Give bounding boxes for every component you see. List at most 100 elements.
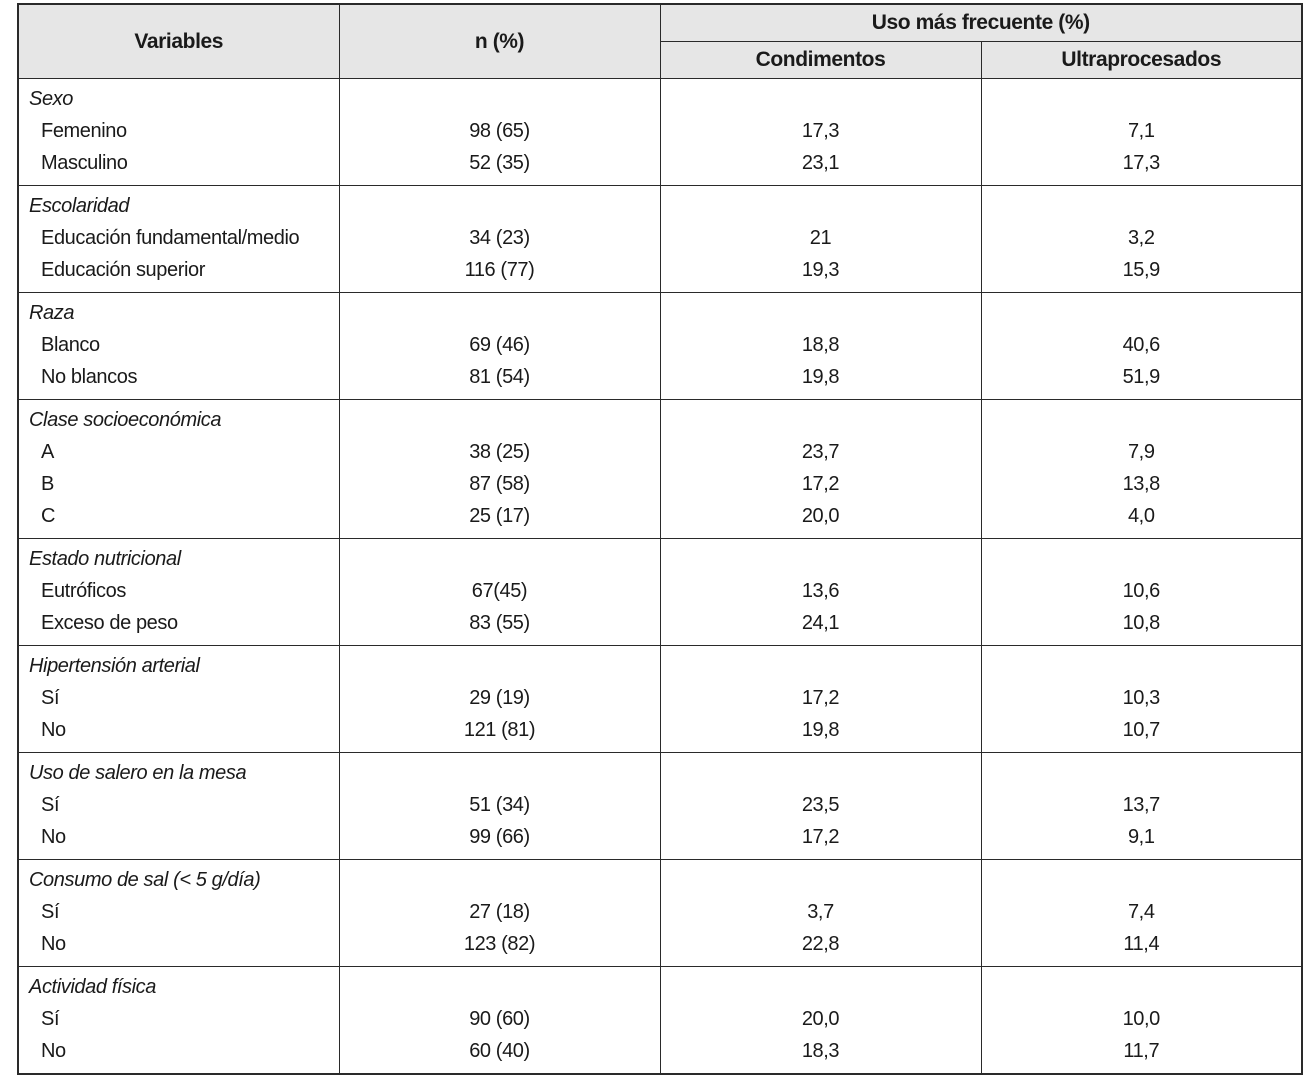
spacer — [982, 864, 1302, 896]
spacer — [340, 190, 660, 222]
cell: 40,6 51,9 — [980, 292, 1303, 400]
cell-value: 10,8 — [1122, 612, 1161, 634]
group-row: Actividad física Sí No 90 (60) 60 (40) 20,0 18… — [17, 966, 1303, 1074]
spacer — [661, 190, 981, 222]
group-row: Raza Blanco No blancos 69 (46) 81 (54) 18,8 19… — [17, 292, 1303, 400]
cell-value: 19,8 — [801, 366, 840, 388]
cell: 3,7 22,8 — [659, 859, 982, 967]
cell-value: 10,3 — [1122, 687, 1161, 709]
cell: Raza Blanco No blancos — [17, 292, 340, 400]
row-label: No blancos — [41, 366, 138, 388]
row-label: No — [41, 719, 66, 741]
row-label: B — [41, 473, 54, 495]
group-title: Hipertensión arterial — [29, 655, 200, 677]
cell-value: 10,6 — [1122, 580, 1161, 602]
cell-value: 18,3 — [801, 1040, 840, 1062]
row-label: A — [41, 441, 54, 463]
cell: 38 (25) 87 (58) 25 (17) — [338, 399, 661, 539]
cell-value: 38 (25) — [469, 441, 530, 463]
spacer — [661, 543, 981, 575]
cell-value: 51 (34) — [469, 794, 530, 816]
cell-value: 51,9 — [1122, 366, 1161, 388]
cell-value: 40,6 — [1122, 334, 1161, 356]
group-row: Escolaridad Educación fundamental/medio Ed… — [17, 185, 1303, 293]
group-title: Sexo — [29, 88, 73, 110]
spacer — [982, 297, 1302, 329]
group-title: Raza — [29, 302, 75, 324]
spacer — [661, 297, 981, 329]
row-label: Educación superior — [41, 259, 206, 281]
group-row: Uso de salero en la mesa Sí No 51 (34) 99 (6… — [17, 752, 1303, 860]
group-title: Consumo de sal (< 5 g/día) — [29, 869, 261, 891]
cell: 67(45) 83 (55) — [338, 538, 661, 646]
group-row: Consumo de sal (< 5 g/día) Sí No 27 (18) 123… — [17, 859, 1303, 967]
cell-value: 3,2 — [1127, 227, 1155, 249]
cell-value: 4,0 — [1127, 505, 1155, 527]
cell-value: 17,3 — [1122, 152, 1161, 174]
cell: 90 (60) 60 (40) — [338, 966, 661, 1074]
cell-value: 11,7 — [1123, 1040, 1160, 1062]
cell-value: 87 (58) — [469, 473, 530, 495]
spacer — [661, 404, 981, 436]
cell-value: 18,8 — [801, 334, 840, 356]
spacer — [982, 971, 1302, 1003]
cell: 98 (65) 52 (35) — [338, 78, 661, 186]
cell-value: 21 — [809, 227, 832, 249]
row-label: Sí — [41, 687, 60, 709]
cell-value: 60 (40) — [469, 1040, 530, 1062]
cell: 23,5 17,2 — [659, 752, 982, 860]
row-label: Sí — [41, 901, 60, 923]
cell: Estado nutricional Eutróficos Exceso de pe… — [17, 538, 340, 646]
cell-value: 121 (81) — [463, 719, 536, 741]
spacer — [982, 650, 1302, 682]
cell-value: 23,7 — [801, 441, 840, 463]
cell-value: 17,2 — [801, 687, 840, 709]
cell-value: 19,8 — [801, 719, 840, 741]
cell-value: 7,1 — [1127, 120, 1155, 142]
row-label: No — [41, 826, 66, 848]
cell: 7,1 17,3 — [980, 78, 1303, 186]
cell-value: 20,0 — [801, 1008, 840, 1030]
spacer — [982, 83, 1302, 115]
cell-value: 13,7 — [1122, 794, 1161, 816]
cell-value: 7,9 — [1127, 441, 1155, 463]
cell-value: 17,2 — [801, 473, 840, 495]
cell: 69 (46) 81 (54) — [338, 292, 661, 400]
group-title: Uso de salero en la mesa — [29, 762, 247, 784]
cell: 7,9 13,8 4,0 — [980, 399, 1303, 539]
cell: 3,2 15,9 — [980, 185, 1303, 293]
header-cell: n (%) — [338, 3, 661, 79]
cell: 51 (34) 99 (66) — [338, 752, 661, 860]
cell-value: 20,0 — [801, 505, 840, 527]
cell-value: 83 (55) — [469, 612, 530, 634]
row-label: Educación fundamental/medio — [41, 227, 300, 249]
row-label: Blanco — [41, 334, 100, 356]
group-title: Clase socioeconómica — [29, 409, 222, 431]
spacer — [661, 83, 981, 115]
cell-value: 69 (46) — [469, 334, 530, 356]
group-title: Actividad física — [29, 976, 156, 998]
row-label: Sí — [41, 794, 60, 816]
group-title: Estado nutricional — [29, 548, 181, 570]
cell: Hipertensión arterial Sí No — [17, 645, 340, 753]
cell: Uso de salero en la mesa Sí No — [17, 752, 340, 860]
spacer — [661, 650, 981, 682]
cell: 20,0 18,3 — [659, 966, 982, 1074]
cell-value: 90 (60) — [469, 1008, 530, 1030]
group-row: Clase socioeconómica A B C 38 (25) 87 (58) 25 … — [17, 399, 1303, 539]
spacer — [982, 543, 1302, 575]
cell: Sexo Femenino Masculino — [17, 78, 340, 186]
spacer — [340, 650, 660, 682]
spacer — [340, 971, 660, 1003]
cell-value: 19,3 — [801, 259, 840, 281]
cell: Escolaridad Educación fundamental/medio Ed… — [17, 185, 340, 293]
spacer — [340, 83, 660, 115]
group-row: Estado nutricional Eutróficos Exceso de pe… — [17, 538, 1303, 646]
cell-value: 116 (77) — [464, 259, 535, 281]
row-label: Femenino — [41, 120, 127, 142]
header-cell: Variables — [17, 3, 340, 79]
data-table: Variables n (%) Uso más frecuente (%) Co… — [17, 3, 1303, 1075]
cell-value: 123 (82) — [463, 933, 536, 955]
cell-value: 29 (19) — [469, 687, 530, 709]
cell-value: 24,1 — [801, 612, 840, 634]
